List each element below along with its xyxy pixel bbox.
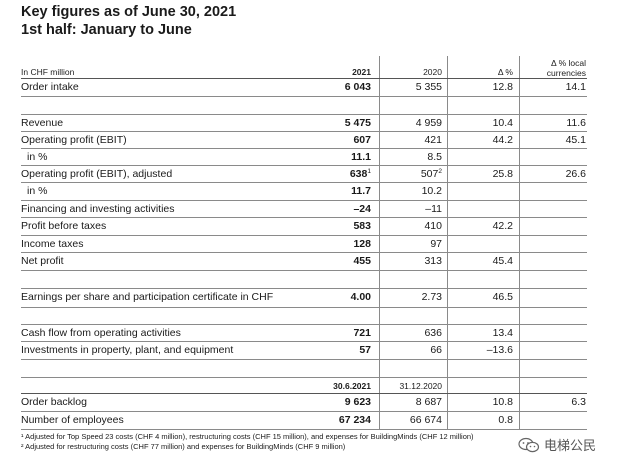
row-divider bbox=[21, 114, 587, 115]
row-divider bbox=[21, 182, 587, 183]
table-row: Financing and investing activities –24 –… bbox=[21, 203, 442, 215]
table-row: in % 11.7 10.2 bbox=[27, 185, 442, 197]
page-subtitle: 1st half: January to June bbox=[21, 22, 192, 38]
row-divider bbox=[21, 148, 587, 149]
col-header-2021: 2021 bbox=[352, 67, 371, 77]
table-row: Profit before taxes 583 410 42.2 bbox=[21, 220, 513, 232]
table-row: Operating profit (EBIT), adjusted 6381 5… bbox=[21, 168, 586, 180]
row-divider bbox=[21, 96, 587, 97]
page-title: Key figures as of June 30, 2021 bbox=[21, 4, 237, 20]
watermark: 电梯公民 bbox=[518, 435, 596, 454]
row-divider bbox=[21, 377, 587, 378]
row-divider bbox=[21, 270, 587, 271]
row-divider bbox=[21, 288, 587, 289]
row-divider bbox=[21, 252, 587, 253]
date-header-prior: 31.12.2020 bbox=[399, 381, 442, 391]
footnote-1: ¹ Adjusted for Top Speed 23 costs (CHF 4… bbox=[21, 432, 474, 441]
wechat-icon bbox=[518, 437, 540, 452]
table-row: Revenue 5 475 4 959 10.4 11.6 bbox=[21, 117, 586, 129]
row-divider bbox=[21, 429, 587, 430]
row-divider bbox=[21, 217, 587, 218]
table-row: Net profit 455 313 45.4 bbox=[21, 255, 513, 267]
column-divider bbox=[379, 56, 380, 429]
row-divider bbox=[21, 165, 587, 166]
table-row: Income taxes 128 97 bbox=[21, 238, 442, 250]
watermark-text: 电梯公民 bbox=[544, 438, 597, 453]
table-row: Number of employees 67 234 66 674 0.8 bbox=[21, 414, 513, 426]
column-divider bbox=[447, 56, 448, 429]
table-row: Earnings per share and participation cer… bbox=[21, 291, 513, 303]
table-row: in % 11.1 8.5 bbox=[27, 151, 442, 163]
unit-label: In CHF million bbox=[21, 67, 75, 77]
footnote-2: ² Adjusted for restructuring costs (CHF … bbox=[21, 442, 346, 451]
col-header-delta-local: Δ % local currencies bbox=[546, 58, 586, 78]
column-divider bbox=[519, 56, 520, 429]
row-divider bbox=[21, 78, 587, 79]
row-divider bbox=[21, 200, 587, 201]
table-row: Order intake 6 043 5 355 12.8 14.1 bbox=[21, 81, 586, 93]
table-row: Order backlog 9 623 8 687 10.8 6.3 bbox=[21, 396, 586, 408]
row-divider bbox=[21, 307, 587, 308]
row-divider bbox=[21, 131, 587, 132]
table-row: Operating profit (EBIT) 607 421 44.2 45.… bbox=[21, 134, 586, 146]
row-divider bbox=[21, 235, 587, 236]
row-divider bbox=[21, 359, 587, 360]
row-divider bbox=[21, 341, 587, 342]
date-header-current: 30.6.2021 bbox=[333, 381, 371, 391]
table-row: Cash flow from operating activities 721 … bbox=[21, 327, 513, 339]
row-divider bbox=[21, 411, 587, 412]
row-divider bbox=[21, 324, 587, 325]
row-divider bbox=[21, 393, 587, 394]
table-row: Investments in property, plant, and equi… bbox=[21, 344, 513, 356]
col-header-2020: 2020 bbox=[423, 67, 442, 77]
col-header-delta: Δ % bbox=[497, 67, 513, 77]
